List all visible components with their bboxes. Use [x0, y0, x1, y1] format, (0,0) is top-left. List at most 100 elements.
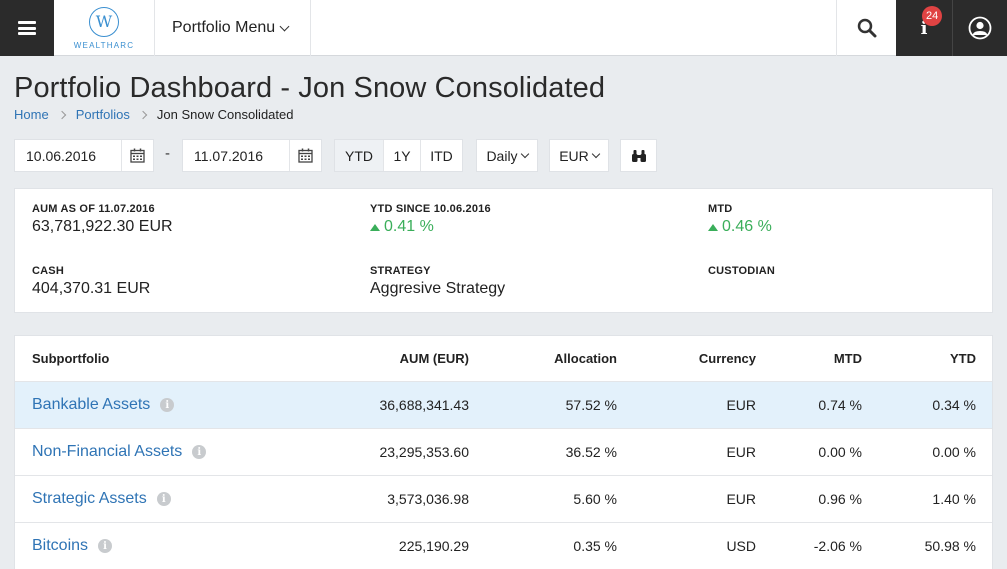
logo[interactable]: W WEALTHARC — [54, 0, 155, 56]
hamburger-menu-button[interactable] — [0, 0, 54, 56]
user-profile-button[interactable] — [952, 0, 1007, 56]
currency-cell: EUR — [726, 491, 756, 507]
table-header-row: Subportfolio AUM (EUR) Allocation Curren… — [15, 336, 992, 382]
cash-label: CASH — [32, 265, 64, 277]
table-row[interactable]: Bankable Assets i 36,688,341.43 57.52 % … — [15, 382, 992, 429]
ytd-label: YTD SINCE 10.06.2016 — [370, 203, 491, 215]
ytd-value-row: 0.41 % — [370, 218, 491, 236]
ytd-cell: 0.34 % — [932, 397, 976, 413]
date-from-field[interactable]: 10.06.2016 — [14, 139, 154, 172]
breadcrumb-home-link[interactable]: Home — [14, 107, 49, 122]
info-icon[interactable]: i — [160, 398, 175, 412]
frequency-value: Daily — [486, 147, 518, 164]
frequency-dropdown[interactable]: Daily — [476, 139, 538, 172]
table-row[interactable]: Bitcoins i 225,190.29 0.35 % USD -2.06 %… — [15, 523, 992, 569]
summary-card: AUM AS OF 11.07.2016 63,781,922.30 EUR Y… — [14, 188, 993, 313]
ytd-stat: YTD SINCE 10.06.2016 0.41 % — [370, 203, 491, 236]
aum-value: 63,781,922.30 EUR — [32, 218, 173, 235]
ytd-cell: 0.00 % — [932, 444, 976, 460]
custodian-stat: CUSTODIAN — [708, 265, 775, 277]
cash-stat: CASH 404,370.31 EUR — [32, 265, 150, 298]
subportfolio-link[interactable]: Strategic Assets — [32, 490, 147, 507]
breadcrumb-chevron-icon — [138, 110, 148, 119]
calendar-icon — [298, 148, 313, 163]
mtd-cell: 0.96 % — [818, 491, 862, 507]
allocation-cell: 5.60 % — [573, 491, 617, 507]
column-header[interactable]: Currency — [698, 351, 756, 366]
breadcrumb: Home Portfolios Jon Snow Consolidated — [14, 107, 293, 122]
mtd-cell: -2.06 % — [813, 538, 862, 554]
column-header[interactable]: Subportfolio — [32, 351, 110, 366]
breadcrumb-current: Jon Snow Consolidated — [156, 107, 294, 122]
table-row[interactable]: Non-Financial Assets i 23,295,353.60 36.… — [15, 429, 992, 476]
custodian-label: CUSTODIAN — [708, 265, 775, 277]
cash-value: 404,370.31 EUR — [32, 280, 151, 297]
info-icon[interactable]: i — [192, 445, 207, 459]
aum-label: AUM AS OF 11.07.2016 — [32, 203, 155, 215]
mtd-cell: 0.00 % — [818, 444, 862, 460]
subportfolio-table: Subportfolio AUM (EUR) Allocation Curren… — [14, 335, 993, 569]
ytd-value: 0.41 % — [384, 218, 434, 235]
logo-brand-text: WEALTHARC — [73, 40, 135, 50]
period-selector: YTD 1Y ITD — [334, 139, 463, 172]
date-to-field[interactable]: 11.07.2016 — [182, 139, 322, 172]
chevron-down-icon — [591, 149, 601, 158]
strategy-label: STRATEGY — [370, 265, 431, 277]
currency-value: EUR — [559, 147, 589, 164]
binoculars-icon — [631, 149, 646, 162]
column-header[interactable]: YTD — [950, 351, 976, 366]
currency-cell: USD — [726, 538, 756, 554]
allocation-cell: 57.52 % — [565, 397, 617, 413]
table-row[interactable]: Strategic Assets i 3,573,036.98 5.60 % E… — [15, 476, 992, 523]
period-itd-button[interactable]: ITD — [430, 147, 453, 164]
info-icon[interactable]: i — [98, 539, 113, 553]
aum-cell: 225,190.29 — [398, 538, 469, 554]
strategy-stat: STRATEGY Aggresive Strategy — [370, 265, 505, 298]
search-button[interactable] — [836, 0, 896, 56]
calendar-button[interactable] — [121, 140, 153, 171]
portfolio-menu-dropdown[interactable]: Portfolio Menu — [155, 0, 311, 56]
trend-up-icon — [370, 223, 380, 231]
hamburger-icon — [18, 21, 36, 35]
search-icon — [857, 18, 876, 38]
period-1y-button[interactable]: 1Y — [384, 140, 421, 171]
mtd-stat: MTD 0.46 % — [708, 203, 772, 236]
strategy-value: Aggresive Strategy — [370, 280, 506, 297]
aum-stat: AUM AS OF 11.07.2016 63,781,922.30 EUR — [32, 203, 173, 236]
subportfolio-link[interactable]: Bitcoins — [32, 537, 89, 554]
info-icon[interactable]: i — [156, 492, 171, 506]
column-header[interactable]: AUM (EUR) — [399, 351, 469, 366]
period-ytd-button[interactable]: YTD — [335, 140, 384, 171]
user-icon — [968, 16, 992, 40]
portfolio-menu-label: Portfolio Menu — [172, 19, 276, 36]
subportfolio-name-cell: Non-Financial Assets i — [32, 429, 292, 475]
trend-up-icon — [708, 223, 718, 231]
mtd-cell: 0.74 % — [818, 397, 862, 413]
calendar-button[interactable] — [289, 140, 321, 171]
notifications-button[interactable]: i 24 — [896, 0, 952, 56]
date-range-separator: - — [165, 145, 170, 162]
allocation-cell: 36.52 % — [565, 444, 617, 460]
date-from-value: 10.06.2016 — [26, 147, 97, 164]
aum-cell: 36,688,341.43 — [379, 397, 469, 413]
page-title: Portfolio Dashboard - Jon Snow Consolida… — [14, 72, 606, 104]
currency-cell: EUR — [726, 397, 756, 413]
calendar-icon — [130, 148, 145, 163]
mtd-value: 0.46 % — [722, 218, 772, 235]
info-icon: i — [920, 17, 928, 39]
currency-dropdown[interactable]: EUR — [549, 139, 609, 172]
date-to-value: 11.07.2016 — [194, 147, 264, 164]
subportfolio-link[interactable]: Bankable Assets — [32, 396, 151, 413]
column-header[interactable]: MTD — [833, 351, 862, 366]
breadcrumb-portfolios-link[interactable]: Portfolios — [75, 107, 130, 122]
apply-filter-button[interactable] — [620, 139, 657, 172]
subportfolio-link[interactable]: Non-Financial Assets — [32, 443, 183, 460]
mtd-label: MTD — [708, 203, 733, 215]
ytd-cell: 1.40 % — [932, 491, 976, 507]
top-bar: W WEALTHARC Portfolio Menu i 24 — [0, 0, 1007, 56]
ytd-cell: 50.98 % — [924, 538, 976, 554]
subportfolio-name-cell: Bankable Assets i — [32, 382, 292, 428]
logo-mark: W — [89, 6, 119, 37]
column-header[interactable]: Allocation — [554, 351, 617, 366]
subportfolio-name-cell: Strategic Assets i — [32, 476, 292, 522]
